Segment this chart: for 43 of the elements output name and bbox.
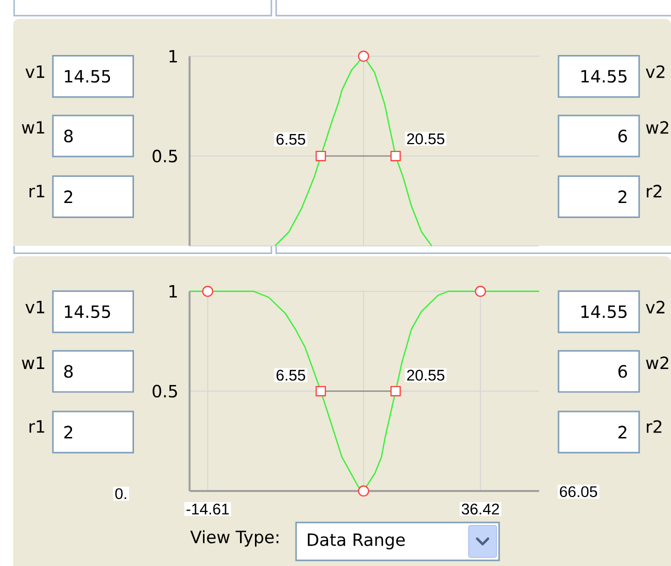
text: r1 <box>30 420 44 432</box>
text: 14.55 <box>64 305 110 318</box>
y-tick-label: 0.5 <box>152 149 177 162</box>
text: 14.55 <box>581 305 627 318</box>
text: 8 <box>64 364 73 378</box>
text: Data Range <box>308 533 405 550</box>
y-tick-label: 1 <box>170 50 177 62</box>
annotation: 20.55 <box>407 370 444 381</box>
text: v1 <box>25 300 44 314</box>
text: 0. <box>115 488 126 499</box>
text: v2 <box>646 300 664 314</box>
text: 66.05 <box>560 486 598 497</box>
text: w1 <box>22 356 44 369</box>
text: 2 <box>618 190 626 203</box>
text: r1 <box>30 184 44 198</box>
y-tick-label: 0.5 <box>152 384 177 398</box>
text: View Type: <box>190 530 278 546</box>
point <box>202 286 214 297</box>
point <box>474 286 486 297</box>
text: r2 <box>646 184 662 198</box>
text: 14.55 <box>64 70 110 83</box>
text: v1 <box>25 65 44 78</box>
text: 2 <box>618 426 626 438</box>
text: 8 <box>64 129 73 142</box>
text: r2 <box>646 420 662 433</box>
point <box>390 386 401 396</box>
text: 2 <box>64 426 72 438</box>
text: w2 <box>646 120 668 134</box>
annotation: 20.55 <box>407 133 444 144</box>
annotation: 6.55 <box>276 134 306 145</box>
point <box>316 386 326 396</box>
x-tick-label: 36.42 <box>462 503 499 514</box>
text: v2 <box>646 65 664 78</box>
text: 6 <box>618 364 627 378</box>
text: w2 <box>646 356 668 369</box>
annotation: 6.55 <box>276 370 306 381</box>
text: 2 <box>64 190 72 203</box>
text: 14.55 <box>581 70 627 83</box>
text: 6 <box>618 129 627 142</box>
x-tick-label: -14.61 <box>186 503 229 514</box>
point <box>358 485 370 496</box>
text: w1 <box>22 121 44 134</box>
y-tick-label: 1 <box>170 284 177 298</box>
